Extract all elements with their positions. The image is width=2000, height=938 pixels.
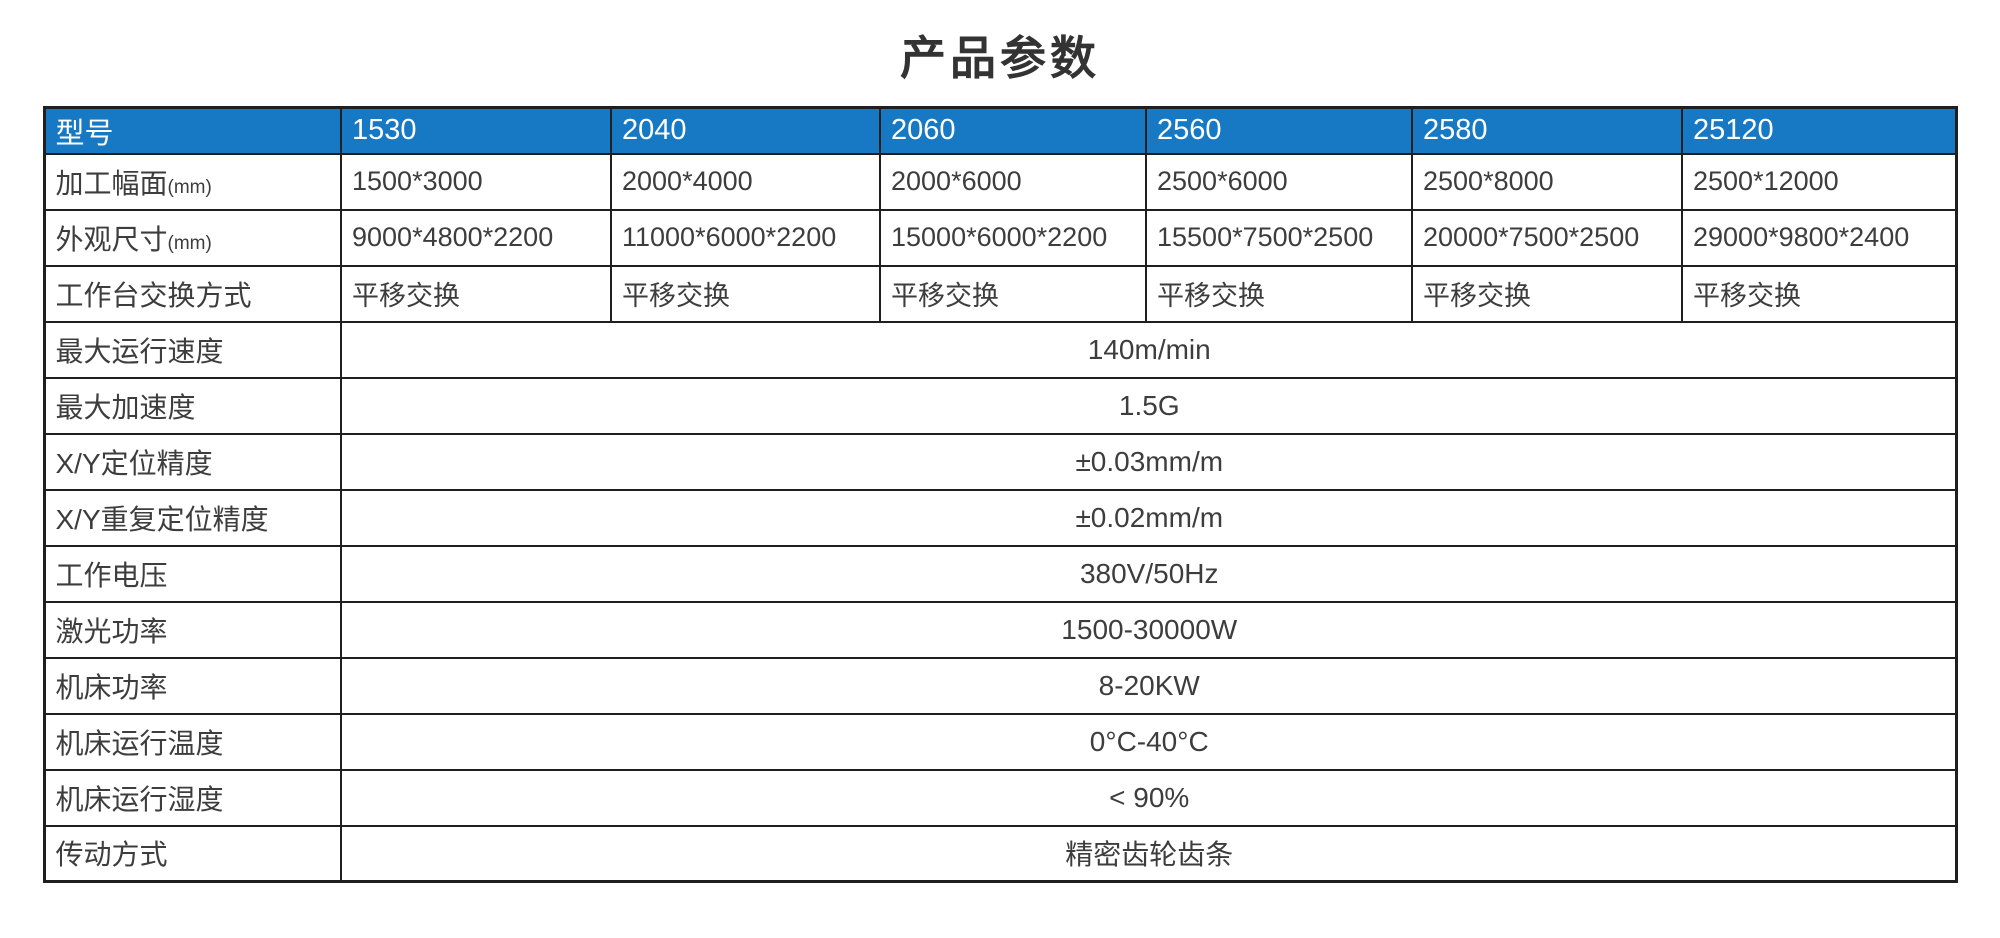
cell-value: 29000*9800*2400 — [1681, 208, 1957, 267]
table-row-laser-power: 激光功率 1500-30000W — [43, 600, 1957, 659]
row-label-transmission-type: 传动方式 — [43, 824, 342, 883]
table-row-operating-humidity: 机床运行湿度 < 90% — [43, 768, 1957, 827]
table-row-max-speed: 最大运行速度 140m/min — [43, 320, 1957, 379]
cell-value: 15500*7500*2500 — [1145, 208, 1413, 267]
header-model-2040: 2040 — [610, 106, 881, 155]
table-row-machine-power: 机床功率 8-20KW — [43, 656, 1957, 715]
row-label-working-area: 加工幅面(mm) — [43, 152, 342, 211]
cell-span-value: 1500-30000W — [340, 600, 1957, 659]
row-label-table-exchange: 工作台交换方式 — [43, 264, 342, 323]
cell-value: 平移交换 — [610, 264, 881, 323]
row-label-laser-power: 激光功率 — [43, 600, 342, 659]
row-label-positioning-accuracy: X/Y定位精度 — [43, 432, 342, 491]
table-row-outer-dimensions: 外观尺寸(mm) 9000*4800*2200 11000*6000*2200 … — [43, 208, 1957, 267]
header-model-1530: 1530 — [340, 106, 612, 155]
cell-span-value: 140m/min — [340, 320, 1957, 379]
cell-span-value: 精密齿轮齿条 — [340, 824, 1957, 883]
cell-value: 1500*3000 — [340, 152, 612, 211]
table-row-positioning-accuracy: X/Y定位精度 ±0.03mm/m — [43, 432, 1957, 491]
table-row-operating-temperature: 机床运行温度 0°C-40°C — [43, 712, 1957, 771]
cell-value: 20000*7500*2500 — [1411, 208, 1683, 267]
row-label-max-speed: 最大运行速度 — [43, 320, 342, 379]
row-label-operating-temperature: 机床运行温度 — [43, 712, 342, 771]
row-label-max-acceleration: 最大加速度 — [43, 376, 342, 435]
table-header-row: 型号 1530 2040 2060 2560 2580 25120 — [43, 106, 1957, 155]
cell-value: 2500*12000 — [1681, 152, 1957, 211]
cell-span-value: < 90% — [340, 768, 1957, 827]
product-spec-table: 型号 1530 2040 2060 2560 2580 25120 加工幅面(m… — [42, 106, 1958, 883]
cell-value: 2500*6000 — [1145, 152, 1413, 211]
cell-value: 平移交换 — [1681, 264, 1957, 323]
row-label-text: 工作台交换方式 — [55, 279, 252, 311]
table-row-working-area: 加工幅面(mm) 1500*3000 2000*4000 2000*6000 2… — [43, 152, 1957, 211]
table-row-working-voltage: 工作电压 380V/50Hz — [43, 544, 1957, 603]
cell-value: 平移交换 — [879, 264, 1147, 323]
cell-span-value: 8-20KW — [340, 656, 1957, 715]
cell-span-value: 1.5G — [340, 376, 1957, 435]
cell-span-value: ±0.03mm/m — [340, 432, 1957, 491]
cell-value: 平移交换 — [1411, 264, 1683, 323]
cell-value: 平移交换 — [1145, 264, 1413, 323]
table-row-repeat-positioning-accuracy: X/Y重复定位精度 ±0.02mm/m — [43, 488, 1957, 547]
cell-value: 平移交换 — [340, 264, 612, 323]
cell-value: 2000*6000 — [879, 152, 1147, 211]
cell-value: 2500*8000 — [1411, 152, 1683, 211]
row-label-text: 外观尺寸 — [55, 223, 168, 255]
cell-span-value: ±0.02mm/m — [340, 488, 1957, 547]
cell-value: 2000*4000 — [610, 152, 881, 211]
row-label-machine-power: 机床功率 — [43, 656, 342, 715]
cell-span-value: 0°C-40°C — [340, 712, 1957, 771]
page-title: 产品参数 — [900, 32, 1100, 84]
row-label-unit: (mm) — [167, 232, 212, 254]
row-label-working-voltage: 工作电压 — [43, 544, 342, 603]
table-row-transmission-type: 传动方式 精密齿轮齿条 — [43, 824, 1957, 883]
table-row-max-acceleration: 最大加速度 1.5G — [43, 376, 1957, 435]
header-model-2580: 2580 — [1411, 106, 1683, 155]
row-label-repeat-positioning-accuracy: X/Y重复定位精度 — [43, 488, 342, 547]
cell-value: 15000*6000*2200 — [879, 208, 1147, 267]
header-model-2060: 2060 — [879, 106, 1147, 155]
cell-value: 9000*4800*2200 — [340, 208, 612, 267]
table-row-table-exchange: 工作台交换方式 平移交换 平移交换 平移交换 平移交换 平移交换 平移交换 — [43, 264, 1957, 323]
header-model-2560: 2560 — [1145, 106, 1413, 155]
row-label-outer-dimensions: 外观尺寸(mm) — [43, 208, 342, 267]
header-model-label: 型号 — [43, 106, 342, 155]
cell-value: 11000*6000*2200 — [610, 208, 881, 267]
header-model-25120: 25120 — [1681, 106, 1957, 155]
row-label-operating-humidity: 机床运行湿度 — [43, 768, 342, 827]
row-label-unit: (mm) — [167, 176, 212, 198]
cell-span-value: 380V/50Hz — [340, 544, 1957, 603]
row-label-text: 加工幅面 — [55, 167, 168, 199]
